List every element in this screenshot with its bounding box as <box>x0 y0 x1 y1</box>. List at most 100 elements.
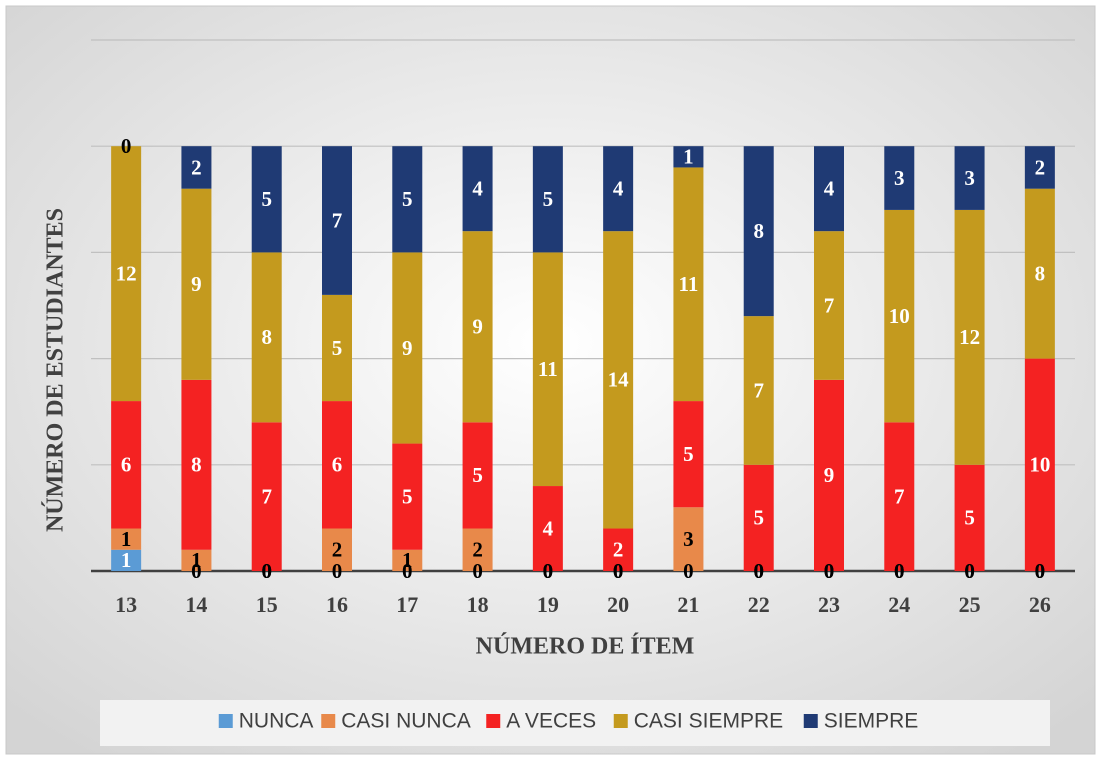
data-label: 11 <box>679 272 699 296</box>
bar-segment <box>251 422 282 571</box>
bar-segment <box>392 252 423 444</box>
x-tick-label: 14 <box>185 592 207 617</box>
data-label: 0 <box>894 559 905 583</box>
data-label: 0 <box>613 559 624 583</box>
data-label: 6 <box>332 453 343 477</box>
bar-segment <box>251 252 282 423</box>
bar-segment <box>532 486 563 571</box>
data-label: 7 <box>824 293 835 317</box>
bar-segment <box>1024 358 1055 571</box>
data-label: 7 <box>894 484 905 508</box>
x-tick-label: 13 <box>115 592 137 617</box>
data-label: 2 <box>613 538 624 562</box>
data-label: 0 <box>1035 559 1046 583</box>
data-label: 5 <box>402 484 413 508</box>
data-label: 5 <box>753 506 764 530</box>
bar-segment <box>111 146 142 402</box>
bar-segment <box>462 422 493 529</box>
data-label: 8 <box>1035 261 1046 285</box>
bar-segment <box>743 316 774 465</box>
bar-segment <box>462 231 493 423</box>
x-axis-title: NÚMERO DE ÍTEM <box>476 634 695 660</box>
legend-swatch <box>218 714 233 728</box>
data-label: 0 <box>472 559 483 583</box>
x-tick-label: 22 <box>748 592 770 617</box>
bar-segment <box>673 167 704 402</box>
data-label: 0 <box>824 559 835 583</box>
data-label: 5 <box>543 187 554 211</box>
data-label: 0 <box>1035 559 1046 583</box>
data-label: 12 <box>116 261 137 285</box>
data-label: 0 <box>543 559 554 583</box>
bar-segment <box>322 528 352 571</box>
data-label: 4 <box>472 176 483 200</box>
legend-label: CASI SIEMPRE <box>634 710 783 733</box>
data-label: 7 <box>332 208 343 232</box>
legend-swatch <box>486 714 501 728</box>
data-label: 9 <box>191 272 202 296</box>
data-label: 0 <box>824 559 835 583</box>
data-label: 5 <box>402 187 413 211</box>
bar-segment <box>1024 188 1055 359</box>
bar-segment <box>462 528 493 571</box>
x-tick-label: 16 <box>326 592 348 617</box>
data-label: 0 <box>121 134 132 158</box>
bar-segment <box>181 146 212 189</box>
data-label: 9 <box>472 315 483 339</box>
x-tick-label: 23 <box>818 592 840 617</box>
data-label: 4 <box>543 516 554 540</box>
bar-segment <box>181 379 212 550</box>
data-label: 0 <box>261 559 272 583</box>
data-label: 0 <box>543 559 554 583</box>
data-label: 1 <box>121 548 132 572</box>
legend-swatch <box>613 714 628 728</box>
data-label: 1 <box>121 527 132 551</box>
data-label: 7 <box>261 484 272 508</box>
bar-segment <box>1024 146 1055 189</box>
legend-box <box>100 700 1050 746</box>
data-label: 0 <box>753 559 764 583</box>
bar-segment <box>673 146 704 168</box>
data-label: 0 <box>683 559 694 583</box>
data-label: 5 <box>332 336 343 360</box>
bar-segment <box>954 464 985 571</box>
data-label: 0 <box>191 559 202 583</box>
data-label: 0 <box>894 559 905 583</box>
bar-segment <box>392 549 423 571</box>
bar-segment <box>884 146 915 210</box>
data-label: 1 <box>402 548 413 572</box>
x-tick-label: 18 <box>467 592 489 617</box>
legend-label: SIEMPRE <box>824 710 919 733</box>
bar-segment <box>743 146 774 317</box>
bar-segment <box>322 146 352 295</box>
data-label: 0 <box>964 559 975 583</box>
data-label: 2 <box>332 538 343 562</box>
x-tick-label: 15 <box>256 592 278 617</box>
x-tick-label: 26 <box>1029 592 1051 617</box>
data-label: 14 <box>608 368 630 392</box>
data-label: 3 <box>683 527 694 551</box>
data-label: 2 <box>472 538 483 562</box>
bar-segment <box>673 507 704 571</box>
bar-segment <box>954 209 985 465</box>
data-label: 5 <box>964 506 975 530</box>
bar-segment <box>392 146 423 253</box>
data-label: 0 <box>613 559 624 583</box>
bar-segment <box>181 188 212 380</box>
data-label: 0 <box>964 559 975 583</box>
bar-segment <box>954 146 985 210</box>
data-label: 1 <box>191 548 202 572</box>
data-label: 8 <box>191 453 202 477</box>
x-tick-label: 24 <box>888 592 910 617</box>
x-tick-label: 21 <box>677 592 699 617</box>
data-label: 1 <box>683 145 694 169</box>
x-tick-label: 20 <box>607 592 629 617</box>
legend-label: CASI NUNCA <box>341 710 471 733</box>
bar-segment <box>322 401 352 529</box>
x-tick-label: 25 <box>959 592 981 617</box>
data-label: 5 <box>472 463 483 487</box>
bar-segment <box>603 528 634 571</box>
data-label: 0 <box>332 559 343 583</box>
bar-segment <box>532 252 563 487</box>
